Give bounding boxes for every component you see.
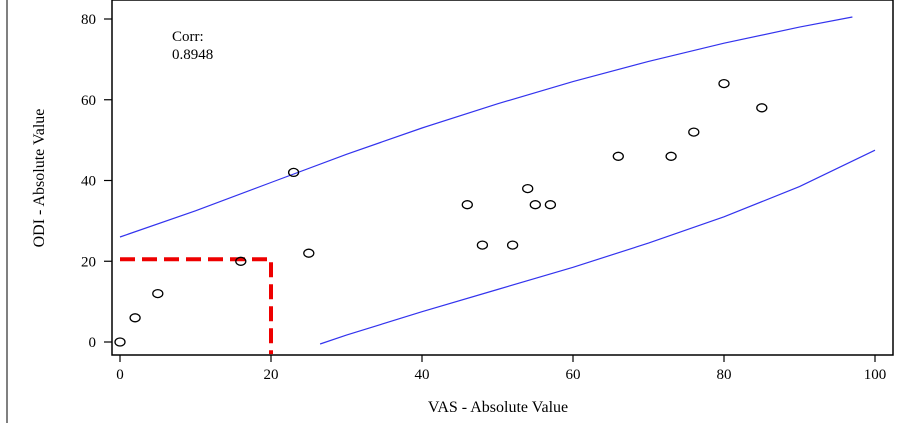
- data-point: [665, 151, 677, 161]
- corr-label: Corr:: [172, 29, 204, 45]
- data-point: [612, 151, 624, 161]
- data-point: [461, 200, 473, 210]
- x-axis-label: VAS - Absolute Value: [428, 399, 568, 416]
- x-tick-label: 20: [264, 367, 279, 383]
- band-upper: [119, 16, 853, 238]
- data-point: [529, 200, 541, 210]
- y-tick-label: 40: [81, 174, 96, 190]
- x-tick-label: 80: [717, 367, 732, 383]
- data-point: [522, 183, 534, 194]
- data-point: [544, 200, 557, 210]
- band-lower: [319, 149, 876, 345]
- y-tick-label: 20: [81, 254, 96, 270]
- data-points: [114, 78, 768, 347]
- data-point: [688, 127, 700, 137]
- y-tick-label: 80: [81, 12, 96, 28]
- y-tick-label: 0: [89, 335, 97, 351]
- x-tick-label: 60: [566, 367, 581, 383]
- highlight-dashed-line: [120, 257, 273, 355]
- x-tick-label: 0: [116, 367, 124, 383]
- data-point: [756, 103, 768, 113]
- data-point: [506, 240, 519, 250]
- plot-frame: [111, 0, 894, 356]
- data-point: [718, 78, 730, 89]
- data-point: [152, 288, 164, 299]
- x-tick-label: 100: [864, 367, 887, 383]
- data-point: [129, 313, 141, 323]
- data-point: [235, 256, 247, 266]
- corr-value: 0.8948: [172, 47, 213, 63]
- data-point: [114, 337, 126, 347]
- data-point: [287, 167, 300, 178]
- x-axis: 0 20 40 60 80 100: [116, 355, 886, 383]
- data-point: [303, 248, 315, 258]
- y-axis: 0 20 40 60 80: [81, 12, 112, 351]
- y-axis-label: ODI - Absolute Value: [31, 109, 48, 248]
- prediction-bands: [119, 16, 876, 345]
- x-tick-label: 40: [415, 367, 430, 383]
- data-point: [476, 240, 489, 250]
- highlight-region: [120, 257, 273, 355]
- y-tick-label: 60: [81, 93, 96, 109]
